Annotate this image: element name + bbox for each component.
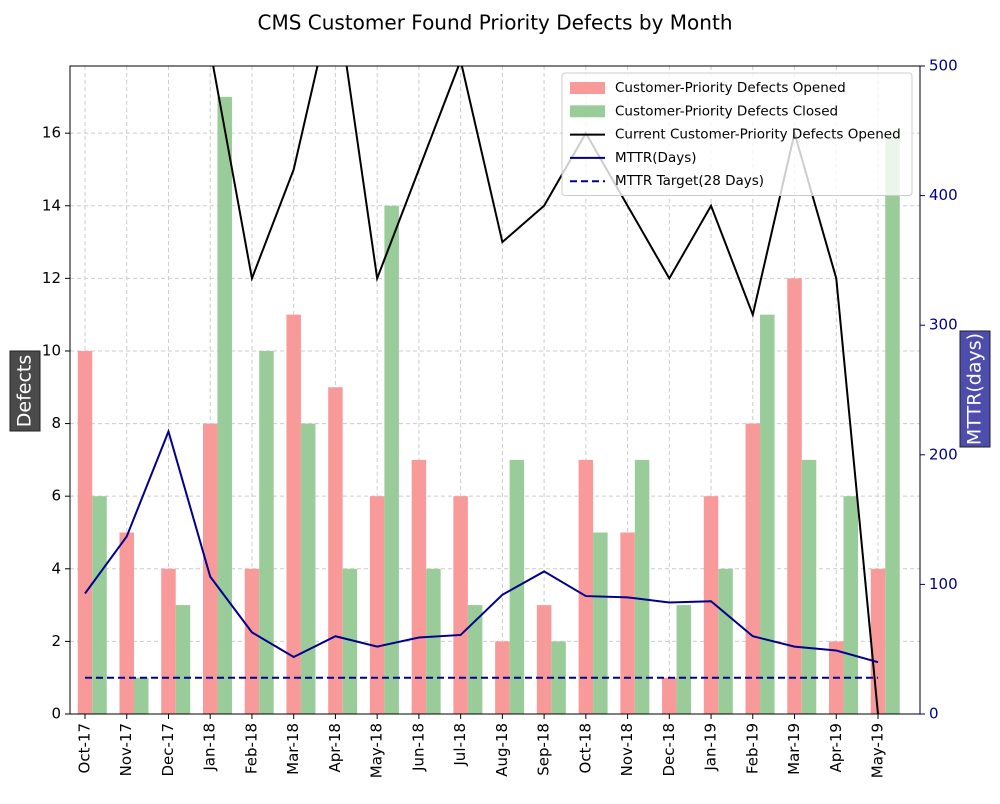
x-tick-label: Aug-18 — [493, 723, 511, 777]
bar — [453, 496, 468, 714]
bar — [870, 568, 886, 714]
y2-label-box — [959, 330, 991, 448]
x-tick-label: Oct-18 — [576, 723, 594, 773]
bar — [467, 605, 483, 714]
bar — [300, 423, 316, 714]
bar — [787, 278, 802, 714]
x-tick-label: Dec-18 — [660, 723, 678, 777]
bar — [217, 96, 232, 714]
bar — [92, 496, 107, 714]
line-series — [212, 66, 879, 714]
y2-tick-label: 300 — [929, 316, 958, 334]
chart-title: CMS Customer Found Priority Defects by M… — [258, 11, 733, 35]
bar — [760, 314, 775, 714]
y-tick-label: 6 — [51, 487, 61, 505]
bar — [885, 133, 900, 714]
bar — [676, 605, 692, 714]
y2-tick-label: 500 — [929, 57, 958, 75]
y2-tick-label: 200 — [929, 445, 958, 463]
bar — [259, 350, 274, 714]
y-axis-label: Defects — [14, 355, 36, 428]
y-tick-label: 2 — [51, 632, 61, 650]
bar — [745, 423, 761, 714]
x-tick-label: Nov-17 — [117, 723, 135, 776]
x-tick-label: Apr-18 — [326, 723, 344, 773]
x-tick-label: Mar-19 — [785, 723, 803, 775]
legend-label: MTTR(Days) — [615, 150, 697, 166]
bar — [578, 459, 594, 714]
x-tick-label: Jun-18 — [409, 723, 427, 772]
x-tick-label: Jul-18 — [451, 723, 469, 767]
x-tick-label: Mar-18 — [284, 723, 302, 775]
y-tick-label: 14 — [42, 196, 61, 214]
bar — [703, 496, 719, 714]
bar — [133, 677, 149, 714]
legend-label: Customer-Priority Defects Closed — [615, 103, 838, 119]
bar — [634, 459, 650, 714]
bar — [77, 350, 93, 714]
x-tick-label: Oct-17 — [76, 723, 94, 773]
x-tick-label: May-19 — [869, 723, 887, 778]
y2-tick-label: 100 — [929, 575, 958, 593]
plot-frame — [69, 65, 921, 715]
y2-axis-label: MTTR(days) — [964, 333, 986, 445]
bar — [536, 605, 552, 714]
x-tick-label: Apr-19 — [827, 723, 845, 773]
x-tick-label: Feb-18 — [242, 723, 260, 774]
y-tick-label: 16 — [42, 124, 61, 142]
legend-swatch — [570, 82, 605, 94]
y-tick-label: 12 — [42, 269, 61, 287]
legend-box — [561, 72, 913, 196]
bar — [843, 496, 859, 714]
plot-area — [77, 66, 900, 714]
y-tick-label: 10 — [42, 341, 61, 359]
x-tick-label: May-18 — [368, 723, 386, 778]
y2-tick-label: 0 — [929, 705, 939, 723]
bar — [328, 387, 343, 714]
x-tick-label: Nov-18 — [618, 723, 636, 776]
x-tick-label: Jan-18 — [201, 723, 219, 772]
bar — [662, 677, 677, 714]
bar — [161, 568, 176, 714]
bar — [411, 459, 427, 714]
legend-label: MTTR Target(28 Days) — [615, 173, 764, 189]
bar — [384, 205, 399, 714]
x-tick-label: Sep-18 — [535, 723, 553, 776]
bar — [718, 568, 733, 714]
bar — [119, 532, 134, 714]
bar — [244, 568, 260, 714]
legend-label: Customer-Priority Defects Opened — [615, 80, 846, 96]
legend-swatch — [570, 105, 605, 118]
x-tick-label: Feb-19 — [743, 723, 761, 774]
bar — [175, 605, 191, 714]
bar — [202, 423, 218, 714]
line-series — [84, 428, 879, 664]
y-label-box — [9, 350, 41, 432]
x-tick-label: Jan-19 — [702, 723, 720, 772]
legend-label: Current Customer-Priority Defects Opened — [615, 127, 901, 143]
bar — [369, 496, 385, 714]
bar — [620, 532, 635, 714]
y-tick-label: 4 — [51, 559, 61, 577]
y-tick-label: 0 — [51, 705, 61, 723]
bar — [495, 641, 510, 714]
x-tick-label: Dec-17 — [159, 723, 177, 777]
bar — [286, 314, 301, 714]
y2-tick-label: 400 — [929, 186, 958, 204]
bar — [593, 532, 608, 714]
bar — [426, 568, 441, 714]
y-tick-label: 8 — [51, 414, 61, 432]
bar — [801, 459, 817, 714]
